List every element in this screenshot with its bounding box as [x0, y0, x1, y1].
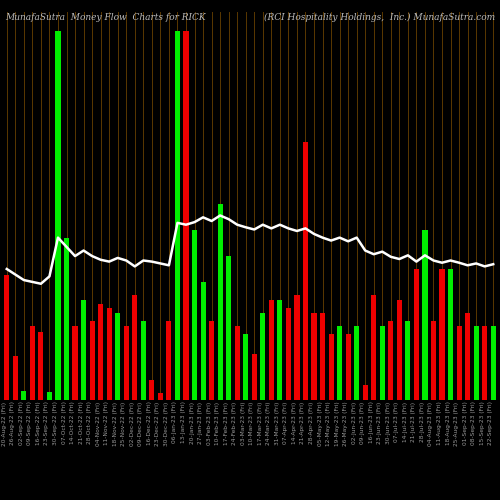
Bar	[81, 300, 86, 400]
Bar	[150, 380, 154, 400]
Bar	[440, 269, 444, 400]
Bar	[252, 354, 257, 400]
Text: (RCI Hospitality Holdings,  Inc.) MunafaSutra.com: (RCI Hospitality Holdings, Inc.) MunafaS…	[264, 12, 495, 22]
Bar	[380, 326, 385, 400]
Bar	[158, 392, 163, 400]
Bar	[294, 295, 300, 400]
Bar	[328, 334, 334, 400]
Bar	[47, 392, 52, 400]
Bar	[4, 274, 10, 400]
Bar	[12, 356, 18, 400]
Bar	[106, 308, 112, 400]
Bar	[397, 300, 402, 400]
Bar	[22, 391, 26, 400]
Bar	[465, 314, 470, 400]
Bar	[320, 314, 325, 400]
Bar	[414, 269, 419, 400]
Bar	[90, 320, 94, 400]
Bar	[175, 32, 180, 400]
Bar	[141, 320, 146, 400]
Bar	[269, 300, 274, 400]
Bar	[243, 334, 248, 400]
Bar	[132, 295, 138, 400]
Bar	[346, 334, 350, 400]
Bar	[260, 314, 266, 400]
Bar	[209, 320, 214, 400]
Bar	[286, 308, 291, 400]
Bar	[64, 238, 69, 400]
Bar	[490, 326, 496, 400]
Bar	[226, 256, 231, 400]
Bar	[456, 326, 462, 400]
Bar	[72, 326, 78, 400]
Bar	[474, 326, 478, 400]
Bar	[218, 204, 222, 400]
Bar	[56, 32, 60, 400]
Bar	[234, 326, 240, 400]
Bar	[124, 326, 129, 400]
Bar	[38, 332, 44, 400]
Bar	[166, 320, 172, 400]
Bar	[482, 326, 488, 400]
Bar	[192, 230, 197, 400]
Bar	[184, 32, 188, 400]
Bar	[406, 320, 410, 400]
Bar	[200, 282, 205, 400]
Bar	[312, 314, 316, 400]
Bar	[115, 314, 120, 400]
Bar	[278, 300, 282, 400]
Bar	[371, 295, 376, 400]
Bar	[448, 269, 453, 400]
Bar	[388, 320, 394, 400]
Bar	[431, 320, 436, 400]
Bar	[354, 326, 359, 400]
Text: MunafaSutra  Money Flow  Charts for RICK: MunafaSutra Money Flow Charts for RICK	[5, 12, 205, 22]
Bar	[337, 326, 342, 400]
Bar	[303, 142, 308, 400]
Bar	[98, 304, 103, 400]
Bar	[422, 230, 428, 400]
Bar	[362, 385, 368, 400]
Bar	[30, 326, 35, 400]
